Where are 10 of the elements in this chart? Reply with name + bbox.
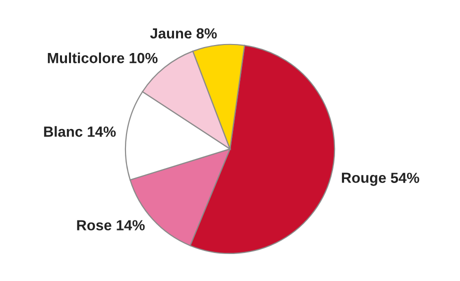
data-label: 54% xyxy=(390,172,420,183)
slice-label: Rouge xyxy=(342,172,386,186)
data-label: 14% xyxy=(116,220,145,230)
slice-label: Rose xyxy=(77,220,112,230)
slice-label: Blanc xyxy=(44,126,82,137)
data-label: 8% xyxy=(196,28,217,39)
data-label: 10% xyxy=(130,52,158,64)
data-label: 14% xyxy=(88,126,116,137)
slice-label: Multicolore xyxy=(48,52,124,64)
slice-label: Jaune xyxy=(150,28,192,39)
